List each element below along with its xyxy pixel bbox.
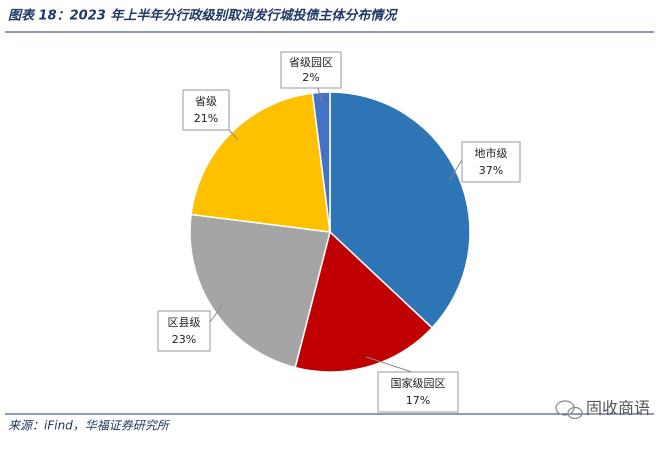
chart-title: 图表 18：2023 年上半年分行政级别取消发行城投债主体分布情况 <box>8 8 398 24</box>
leader-line <box>209 304 223 323</box>
label-box <box>182 89 230 131</box>
slice-value: 2% <box>302 71 319 84</box>
watermark: 固收商语 <box>586 399 650 418</box>
label-box <box>377 371 459 413</box>
slice-name: 区县级 <box>168 316 201 329</box>
slice-name: 地市级 <box>475 146 508 160</box>
source: 来源：iFind，华福证券研究所 <box>8 419 171 433</box>
slice-value: 37% <box>479 164 503 177</box>
slice-name: 省级园区 <box>289 56 333 69</box>
pie-slice <box>329 91 471 329</box>
slice-value: 21% <box>194 112 218 125</box>
pie-slice <box>190 92 331 233</box>
label-box <box>461 141 521 183</box>
pie-slice <box>294 230 434 373</box>
slice-value: 23% <box>172 333 196 346</box>
slice-name: 国家级园区 <box>391 376 446 390</box>
label-box <box>280 51 342 89</box>
slice-name: 省级 <box>195 95 217 108</box>
leader-line <box>228 129 239 141</box>
pie-slice <box>311 91 331 233</box>
leader-line <box>317 87 323 103</box>
leader-line <box>366 356 413 373</box>
leader-line <box>449 159 463 181</box>
pie-slice <box>189 213 331 369</box>
watermark-icon <box>555 400 583 420</box>
label-box <box>157 310 211 352</box>
slice-value: 17% <box>406 394 430 407</box>
